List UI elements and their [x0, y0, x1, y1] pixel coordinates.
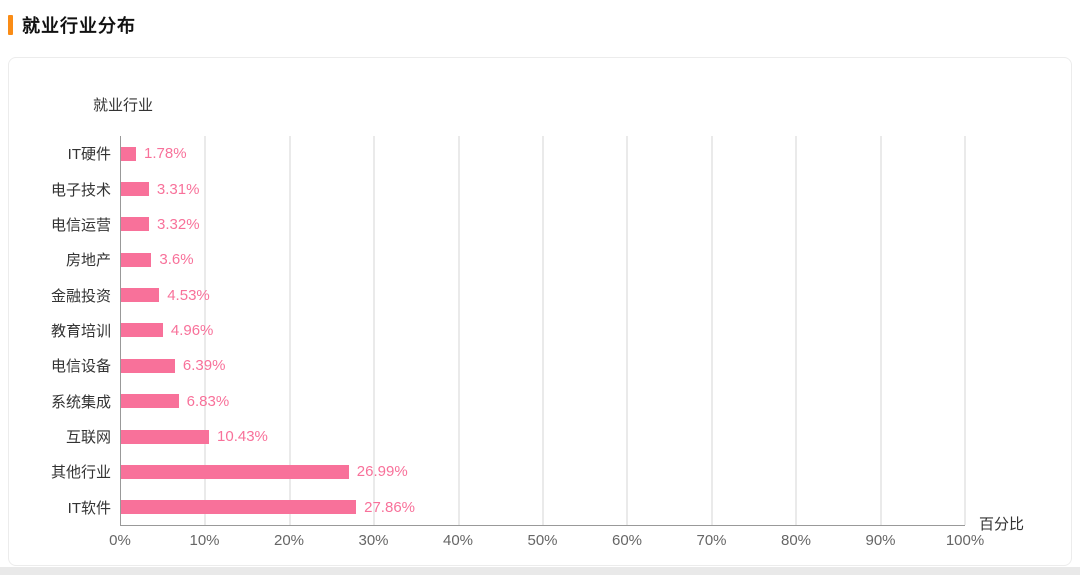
- value-label: 3.31%: [156, 180, 200, 198]
- bar[interactable]: [121, 358, 175, 373]
- category-label: 其他行业: [50, 464, 111, 482]
- x-tick-label: 10%: [189, 532, 220, 549]
- value-label: 6.83%: [186, 392, 230, 410]
- x-axis-title: 百分比: [979, 516, 1025, 533]
- chart-row: 其他行业 26.99%: [51, 454, 965, 489]
- category-label: IT软件: [67, 499, 111, 517]
- chart-row: 电信设备 6.39%: [51, 348, 965, 383]
- value-label: 3.6%: [159, 251, 194, 269]
- x-tick-label: 100%: [945, 532, 985, 549]
- category-label: 互联网: [65, 429, 111, 447]
- value-label: 3.32%: [157, 215, 200, 233]
- category-label: 教育培训: [50, 322, 111, 340]
- value-label: 27.86%: [364, 498, 415, 516]
- bar[interactable]: [121, 323, 163, 338]
- bottom-strip: [0, 567, 1080, 575]
- x-tick-label: 80%: [780, 532, 812, 549]
- page-header: 就业行业分布: [0, 0, 1080, 40]
- x-tick-label: 60%: [611, 532, 643, 549]
- chart-row: IT软件 27.86%: [68, 490, 965, 525]
- chart-card: 就业行业 IT硬件 1.78% 电子技术 3.31% 电信运营 3.32% 房地产 3.6% 金…: [8, 57, 1072, 566]
- bar[interactable]: [121, 394, 179, 409]
- x-tick-label: 20%: [273, 532, 305, 549]
- chart-row: 房地产 3.6%: [66, 242, 965, 277]
- bar[interactable]: [121, 252, 152, 267]
- bar[interactable]: [121, 217, 150, 232]
- value-label: 1.78%: [144, 145, 187, 163]
- bar[interactable]: [121, 429, 210, 444]
- bar[interactable]: [121, 500, 357, 515]
- chart-row: 电信运营 3.32%: [51, 207, 965, 242]
- value-label: 26.99%: [356, 463, 408, 481]
- chart-row: 电子技术 3.31%: [51, 171, 965, 206]
- page-title: 就业行业分布: [22, 16, 136, 36]
- category-label: 金融投资: [50, 287, 111, 305]
- plot-area: IT硬件 1.78% 电子技术 3.31% 电信运营 3.32% 房地产 3.6% 金融投资 4.…: [51, 136, 1024, 533]
- bar[interactable]: [121, 182, 149, 197]
- value-label: 6.39%: [182, 357, 226, 375]
- category-label: 房地产: [65, 252, 111, 270]
- bar[interactable]: [121, 464, 349, 479]
- bar[interactable]: [121, 146, 137, 161]
- value-label: 10.43%: [217, 428, 268, 446]
- category-label: 电信设备: [50, 358, 111, 376]
- bar[interactable]: [121, 288, 160, 303]
- x-tick-label: 90%: [865, 532, 896, 549]
- accent-bar: [8, 15, 13, 35]
- category-label: 系统集成: [50, 393, 111, 411]
- chart-row: 系统集成 6.83%: [51, 384, 965, 419]
- category-label: IT硬件: [67, 146, 111, 164]
- bar-rows: IT硬件 1.78% 电子技术 3.31% 电信运营 3.32% 房地产 3.6% 金融投资 4.…: [51, 136, 965, 525]
- x-axis-ticks: 0% 10% 20% 30% 40% 50% 60% 70% 80% 90% 100%: [109, 532, 984, 552]
- x-tick-label: 0%: [109, 532, 131, 549]
- value-label: 4.53%: [167, 286, 210, 304]
- x-tick-label: 40%: [442, 532, 474, 549]
- x-tick-label: 70%: [696, 532, 727, 549]
- chart-row: 互联网 10.43%: [66, 419, 965, 454]
- category-label: 电子技术: [50, 181, 111, 199]
- x-tick-label: 30%: [358, 532, 389, 549]
- category-label: 电信运营: [50, 216, 111, 234]
- x-tick-label: 50%: [527, 532, 558, 549]
- value-label: 4.96%: [170, 321, 214, 339]
- chart-row: 教育培训 4.96%: [51, 313, 965, 348]
- chart-row: 金融投资 4.53%: [51, 277, 965, 312]
- chart-row: IT硬件 1.78%: [68, 136, 965, 171]
- y-axis-title: 就业行业: [93, 97, 154, 114]
